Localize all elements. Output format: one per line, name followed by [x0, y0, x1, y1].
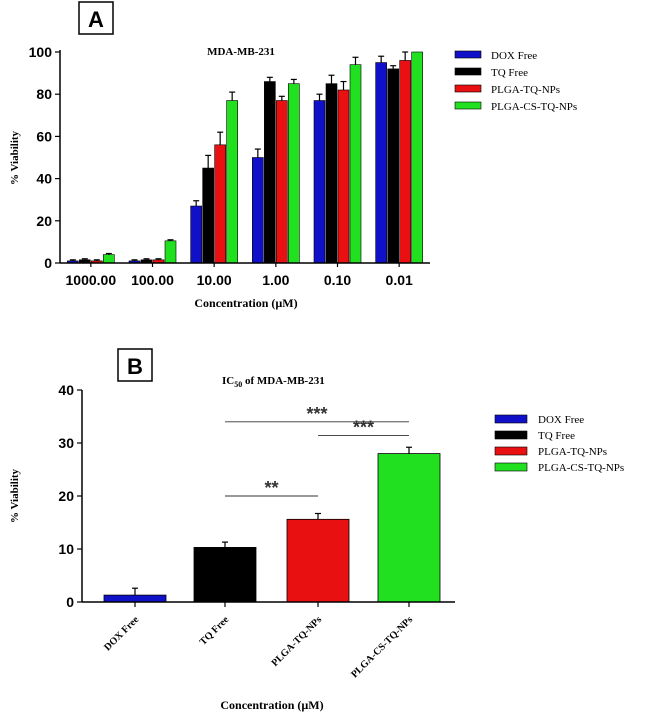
y-tick-label: 20	[36, 213, 52, 229]
bar	[375, 62, 387, 264]
legend-swatch	[454, 84, 482, 93]
bar	[276, 100, 288, 264]
y-tick-label: 0	[44, 255, 52, 271]
bar	[377, 453, 441, 603]
bar	[214, 144, 226, 264]
bar	[325, 83, 338, 264]
legend-label: PLGA-TQ-NPs	[538, 446, 607, 458]
legend-swatch	[494, 414, 528, 424]
bar	[288, 83, 300, 264]
panel-a-label-box	[78, 1, 114, 35]
y-tick-label: 100	[29, 44, 53, 60]
bar	[103, 594, 167, 603]
legend-swatch	[494, 430, 528, 440]
y-tick-label: 60	[36, 128, 52, 144]
x-tick-label: 1.00	[262, 272, 289, 288]
legend-label: DOX Free	[491, 50, 537, 62]
panel-a-label: A	[88, 7, 104, 32]
chart-panel-a: A MDA-MB-231 % Viability Concentration (…	[9, 1, 577, 310]
bar	[387, 68, 399, 264]
legend-swatch	[494, 446, 528, 456]
legend-label: PLGA-TQ-NPs	[491, 84, 560, 96]
panel-a-y-axis-label: % Viability	[9, 130, 21, 185]
x-tick-label: 100.00	[131, 272, 174, 288]
y-tick-label: 10	[58, 541, 74, 557]
x-tick-label: PLGA-CS-TQ-NPs	[349, 614, 415, 680]
y-tick-label: 40	[36, 171, 52, 187]
bar	[399, 60, 411, 264]
legend-label: PLGA-CS-TQ-NPs	[538, 462, 624, 474]
y-tick-label: 80	[36, 86, 52, 102]
bar	[349, 64, 362, 264]
legend-label: DOX Free	[538, 414, 584, 426]
panel-b-title-sub: 50	[234, 380, 242, 389]
bar	[193, 547, 257, 603]
legend-swatch	[454, 67, 482, 76]
x-tick-label: TQ Free	[198, 614, 232, 648]
panel-b-x-axis-label: Concentration (µM)	[220, 698, 323, 712]
panel-b-label: B	[127, 354, 143, 379]
significance-label: ***	[353, 418, 374, 438]
y-tick-label: 30	[58, 435, 74, 451]
bar	[252, 157, 264, 264]
panel-b-title-main: IC	[222, 375, 234, 387]
significance-label: ***	[306, 404, 327, 424]
x-tick-label: 1000.00	[66, 272, 117, 288]
bar	[226, 100, 238, 264]
legend-swatch	[454, 50, 482, 59]
panel-b-title: IC50 of MDA-MB-231	[222, 375, 325, 389]
legend-swatch	[494, 462, 528, 472]
x-tick-label: 0.10	[324, 272, 351, 288]
bar	[164, 240, 177, 264]
panel-a-x-axis-label: Concentration (µM)	[194, 296, 297, 310]
legend-swatch	[454, 101, 482, 110]
bar	[264, 81, 276, 264]
bar	[190, 205, 202, 264]
x-tick-label: 0.01	[386, 272, 413, 288]
x-tick-label: DOX Free	[102, 614, 141, 653]
bar	[411, 51, 423, 264]
significance-label: **	[264, 478, 278, 498]
chart-panel-b: B IC50 of MDA-MB-231 % Viability Concent…	[9, 348, 624, 712]
panel-b-title-rest: of MDA-MB-231	[242, 375, 324, 387]
y-tick-label: 40	[58, 382, 74, 398]
y-tick-label: 20	[58, 488, 74, 504]
bar	[337, 89, 350, 264]
bar	[286, 518, 350, 603]
bar	[313, 100, 326, 264]
x-tick-label: 10.00	[197, 272, 232, 288]
panel-b-y-axis-label: % Viability	[9, 468, 21, 523]
y-tick-label: 0	[66, 594, 74, 610]
panel-a-title: MDA-MB-231	[207, 46, 275, 58]
legend-label: TQ Free	[491, 67, 528, 79]
legend-label: PLGA-CS-TQ-NPs	[491, 101, 577, 113]
bar	[202, 167, 214, 264]
panel-b-label-box	[117, 348, 153, 382]
legend-label: TQ Free	[538, 430, 575, 442]
bar	[103, 254, 115, 264]
x-tick-label: PLGA-TQ-NPs	[270, 614, 325, 669]
